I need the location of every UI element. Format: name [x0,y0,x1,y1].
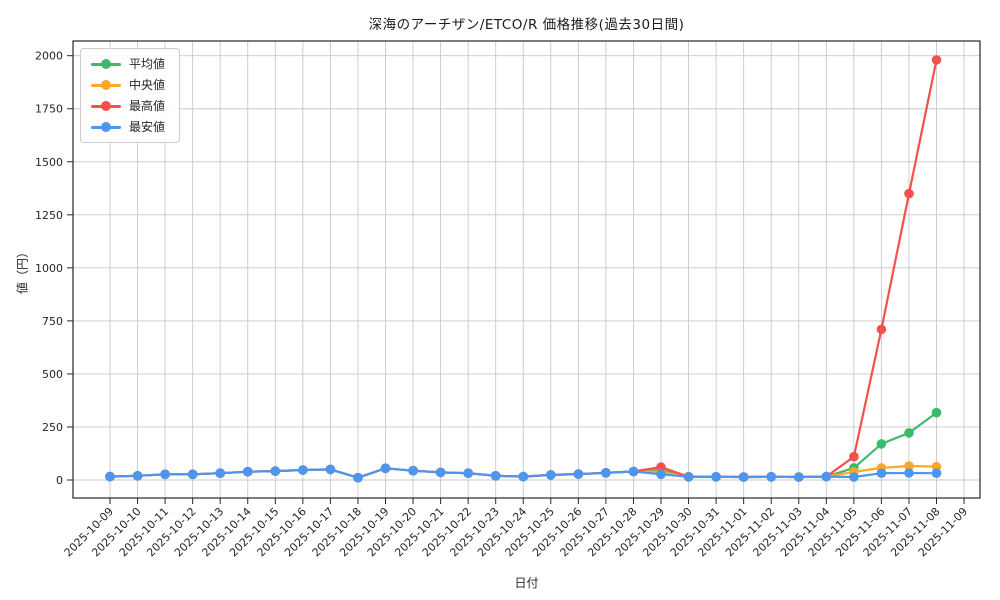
plot-background [73,41,980,498]
data-point-marker [904,461,914,471]
axis-ticks [67,55,965,504]
data-point-marker [270,466,281,476]
data-point-marker [353,472,363,483]
data-point-marker [325,464,336,475]
data-point-marker [904,428,914,438]
data-point-marker [766,472,776,482]
legend-label: 平均値 [129,57,166,71]
y-tick-label: 0 [56,474,63,487]
data-point-marker [215,468,225,479]
line-marker-icon [91,119,121,135]
y-tick-label: 2000 [35,50,63,63]
data-point-marker [738,472,749,482]
data-point-marker [546,470,556,480]
legend-label: 最安値 [129,120,166,134]
data-point-marker [904,188,914,199]
data-point-marker [656,469,666,480]
legend-item-min: 最安値 [91,119,165,135]
data-point-marker [849,472,859,482]
chart-title: 深海のアーチザン/ETCO/R 価格推移(過去30日間) [368,17,685,33]
series-min [105,463,942,483]
y-tick-label: 1750 [35,103,63,116]
data-point-marker [601,468,611,478]
data-point-marker [380,463,391,474]
data-point-marker [931,55,942,65]
legend-item-median: 中央値 [91,77,165,93]
data-point-marker [931,461,942,472]
data-point-marker [849,451,859,462]
data-point-marker [904,468,914,478]
data-point-marker [821,471,832,482]
legend: 平均値 中央値 最高値 最安値 [80,48,181,143]
y-tick-label: 1250 [35,209,63,222]
data-point-marker [931,407,942,418]
line-marker-icon [91,98,121,114]
data-point-marker [160,469,170,480]
y-tick-label: 1000 [35,262,63,275]
x-axis-label: 日付 [514,576,539,590]
data-point-marker [243,466,253,477]
line-marker-icon [91,77,121,93]
data-point-marker [408,465,418,476]
data-point-marker [490,471,501,481]
data-point-marker [711,472,721,482]
y-tick-label: 750 [42,315,63,328]
legend-label: 中央値 [129,78,166,92]
data-point-marker [876,324,887,335]
data-point-marker [656,462,666,472]
data-point-marker [876,439,887,449]
data-point-marker [573,469,584,479]
legend-item-average: 平均値 [91,56,165,72]
data-point-marker [187,469,198,480]
y-tick-label: 250 [42,421,63,434]
legend-item-max: 最高値 [91,98,165,114]
legend-label: 最高値 [129,99,166,113]
data-point-marker [518,471,529,482]
y-tick-label: 1500 [35,156,63,169]
data-point-marker [794,472,804,482]
line-marker-icon [91,56,121,72]
plot-border [72,40,981,499]
data-point-marker [876,468,887,479]
data-point-marker [298,465,308,475]
data-point-marker [683,472,694,482]
data-point-marker [463,468,474,479]
data-point-marker [931,468,942,479]
y-tick-label: 500 [42,368,63,381]
y-axis-label: 値（円） [15,245,30,295]
data-point-marker [105,471,115,482]
data-point-marker [435,467,446,478]
data-point-marker [132,471,143,481]
data-point-marker [628,466,639,477]
